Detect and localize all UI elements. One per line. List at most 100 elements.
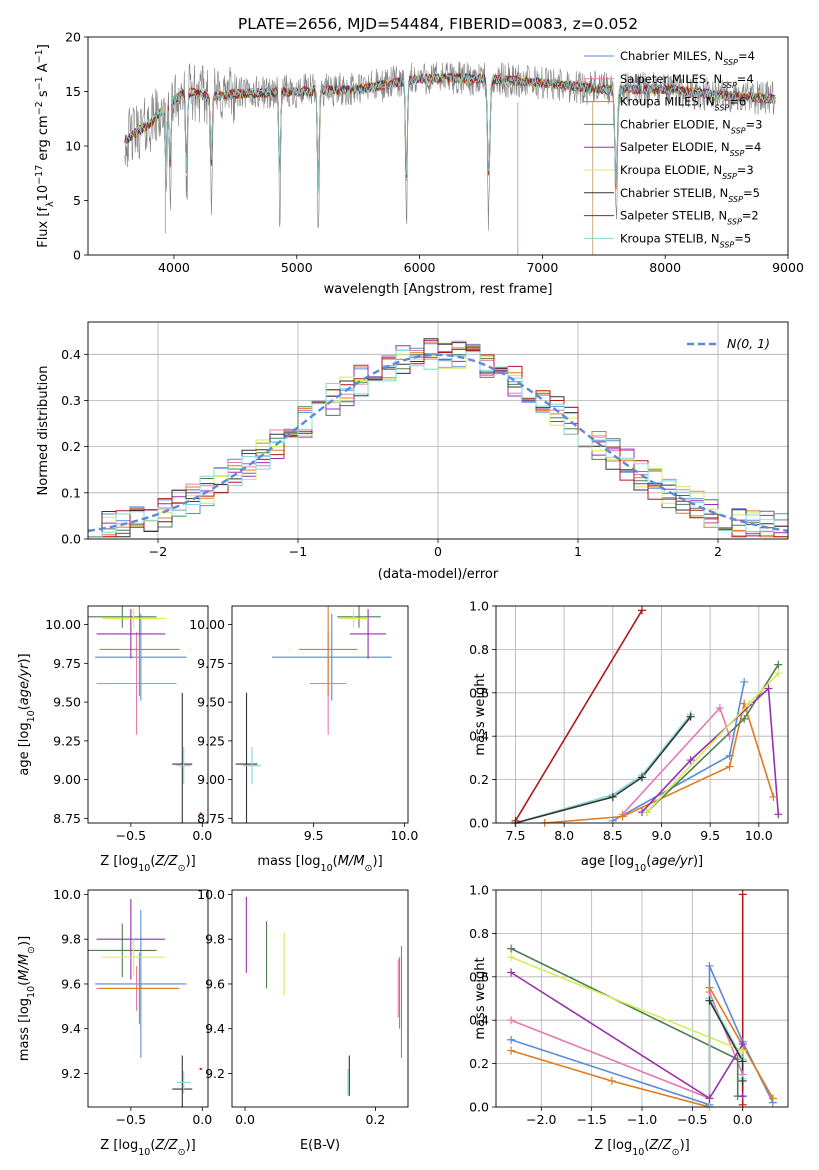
plot-area <box>245 896 403 1096</box>
y-tick-label: 0.6 <box>469 685 489 700</box>
y-tick-label: 9.4 <box>205 1021 225 1036</box>
x-tick-label: 7.5 <box>506 828 526 843</box>
y-axis-label: age [log10(age/yr)] <box>17 653 37 775</box>
y-tick-label: 9.00 <box>53 772 81 787</box>
axes-frame <box>495 605 789 824</box>
legend-label: Chabrier ELODIE, NSSP=3 <box>620 117 762 135</box>
y-tick-label: 0.0 <box>61 532 81 547</box>
weight-marker <box>608 816 617 825</box>
y-tick-label: 5 <box>73 193 81 208</box>
y-tick-label: 0.1 <box>61 485 81 500</box>
weight-line <box>515 716 692 823</box>
y-tick-label: 0.4 <box>469 729 489 744</box>
y-tick-label: 0.2 <box>469 772 489 787</box>
y-tick-label: 0.2 <box>469 1056 489 1071</box>
y-tick-label: 8.75 <box>53 811 81 826</box>
weight-marker <box>686 756 695 765</box>
y-tick-label: 20 <box>65 30 81 45</box>
legend-label: Chabrier MILES, NSSP=4 <box>620 49 755 67</box>
panel-residuals: −2 −1 0 1 2 0.0 0.1 0.2 0.3 0.4 (data-model)/error… <box>36 321 789 582</box>
axes-frame <box>231 605 409 824</box>
axes-frame <box>87 889 209 1108</box>
legend-label: Kroupa ELODIE, NSSP=3 <box>620 163 754 181</box>
x-tick-label: 5000 <box>281 260 313 275</box>
y-tick-label: 10 <box>65 139 81 154</box>
weight-marker <box>738 1100 747 1109</box>
y-tick-label: 9.50 <box>197 695 225 710</box>
y-tick-label: 9.8 <box>205 932 225 947</box>
x-tick-label: −2 <box>149 544 167 559</box>
weight-marker <box>507 944 516 953</box>
x-tick-label: 8000 <box>649 260 681 275</box>
weight-marker <box>725 732 734 741</box>
x-tick-label: 7000 <box>526 260 558 275</box>
weight-marker <box>507 1046 516 1055</box>
x-axis-label: Z [log10(Z/Z⊙)] <box>100 854 195 874</box>
y-tick-label: 9.8 <box>61 932 81 947</box>
weight-line <box>514 609 643 822</box>
y-axis-label: Normed distribution <box>36 366 51 496</box>
x-tick-label: −1 <box>289 544 307 559</box>
x-tick-label: 9000 <box>772 260 804 275</box>
plot-area <box>235 606 392 823</box>
x-tick-label: 1 <box>574 544 582 559</box>
weight-marker <box>638 773 646 782</box>
x-tick-label: 0.2 <box>365 1112 385 1127</box>
spectrum-model-line <box>124 73 776 193</box>
axes-frame <box>87 605 209 824</box>
y-tick-label: 9.25 <box>197 733 225 748</box>
y-tick-label: 10.00 <box>189 617 225 632</box>
x-tick-label: 10.0 <box>390 828 418 843</box>
weight-marker <box>507 953 516 962</box>
plot-area <box>88 898 203 1107</box>
x-tick-label: −1.5 <box>576 1112 606 1127</box>
x-tick-label: 9.0 <box>652 828 672 843</box>
y-tick-label: 10.0 <box>197 887 225 902</box>
weight-marker <box>642 808 651 817</box>
x-tick-label: 0.0 <box>235 1112 255 1127</box>
plot-area <box>88 606 203 823</box>
y-tick-label: 0.0 <box>469 816 489 831</box>
x-tick-label: 4000 <box>158 260 190 275</box>
y-tick-label: 0.8 <box>469 642 489 657</box>
y-tick-label: 8.75 <box>197 811 225 826</box>
weight-marker <box>725 762 734 771</box>
panel-spectrum: 4000 5000 6000 7000 8000 9000 0 5 10 15 20 waveleng… <box>34 30 804 298</box>
legend-label: Kroupa STELIB, NSSP=5 <box>620 231 751 249</box>
panel-ebv-mass: 0.0 0.2 9.2 9.4 9.6 9.8 10.0 E(B-V) <box>197 887 409 1153</box>
x-tick-label: 8.5 <box>603 828 623 843</box>
weight-marker <box>638 606 646 615</box>
x-tick-label: −0.5 <box>116 1112 146 1127</box>
weight-marker <box>705 961 714 970</box>
x-tick-label: 0.0 <box>733 1112 753 1127</box>
x-tick-label: 8.0 <box>554 828 574 843</box>
panel-z-weight: −2.0 −1.5 −1.0 −0.5 0.0 0.0 0.2 0.4 0.6 0.8 1.0 Z [… <box>469 883 789 1158</box>
legend-label: Salpeter STELIB, NSSP=2 <box>620 209 759 227</box>
axes-frame <box>87 321 789 540</box>
x-tick-label: −2.0 <box>526 1112 556 1127</box>
x-axis-label: Z [log10(Z/Z⊙)] <box>100 1138 195 1158</box>
y-tick-label: 15 <box>65 84 81 99</box>
x-tick-label: 2 <box>714 544 722 559</box>
weight-marker <box>705 983 714 992</box>
legend-label: Salpeter MILES, NSSP=4 <box>620 72 754 90</box>
weight-marker <box>608 792 617 801</box>
x-tick-label: −0.5 <box>677 1112 707 1127</box>
y-tick-label: 9.75 <box>53 656 81 671</box>
weight-marker <box>618 812 627 821</box>
plot-area <box>124 61 776 255</box>
y-tick-label: 0.0 <box>469 1100 489 1115</box>
y-tick-label: 0.8 <box>469 926 489 941</box>
weight-marker <box>738 890 747 899</box>
weight-marker <box>715 703 724 712</box>
weight-marker <box>686 712 695 721</box>
weight-marker <box>738 1076 747 1085</box>
y-tick-label: 9.2 <box>205 1066 225 1081</box>
weight-marker <box>774 810 783 819</box>
legend-label: Kroupa MILES, NSSP=6 <box>620 95 746 113</box>
y-tick-label: 0.4 <box>61 347 81 362</box>
weight-marker <box>774 669 783 678</box>
weight-marker <box>738 1092 747 1101</box>
y-axis-label: mass weight <box>473 957 488 1039</box>
